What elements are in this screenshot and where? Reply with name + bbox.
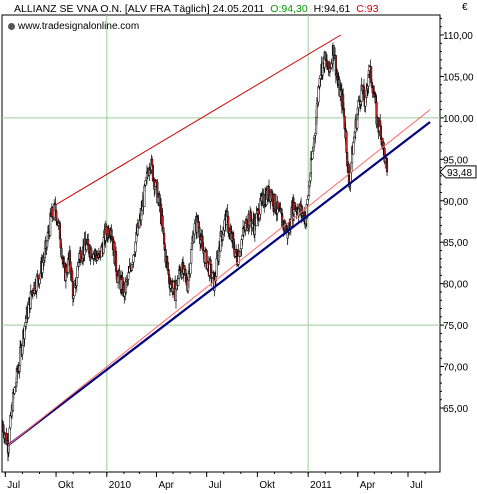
- x-tick-label: Okt: [259, 480, 275, 491]
- watermark-icon: [8, 22, 15, 30]
- y-tick-label: 80,00: [443, 280, 468, 291]
- high-price-label: H:94,61: [313, 3, 351, 15]
- candle: [13, 387, 16, 394]
- trendline-inner[interactable]: [7, 109, 431, 446]
- x-tick-label: Okt: [58, 480, 74, 491]
- candle: [161, 215, 164, 228]
- x-tick-label: 2011: [310, 480, 332, 491]
- candle: [221, 233, 225, 241]
- watermark: www.tradesignalonline.com: [8, 21, 139, 32]
- chart-title: ALLIANZ SE VNA O.N. [ALV FRA Täglich] 24…: [14, 3, 265, 15]
- candle: [115, 251, 118, 272]
- last-price-label: 93,48: [447, 168, 472, 179]
- candle: [274, 194, 277, 212]
- open-price-label: O:94,30: [270, 3, 308, 15]
- candle: [342, 108, 345, 117]
- currency-label: €: [462, 2, 468, 13]
- candle: [25, 318, 28, 323]
- trendline-lower[interactable]: [7, 121, 431, 447]
- y-tick-label: 90,00: [443, 197, 468, 208]
- trendline-upper[interactable]: [55, 34, 341, 206]
- y-tick-label: 100,00: [443, 114, 474, 125]
- candle: [8, 427, 11, 445]
- x-tick-label: 2010: [109, 480, 132, 491]
- candle: [127, 272, 130, 280]
- x-tick-label: Jul: [410, 480, 423, 491]
- y-tick-label: 85,00: [443, 238, 468, 249]
- candle: [75, 277, 78, 287]
- last-price-marker: [439, 165, 477, 179]
- candle: [111, 235, 114, 240]
- close-price-label: C:93: [356, 3, 379, 15]
- x-tick-label: Apr: [158, 480, 174, 491]
- x-tick-label: Apr: [360, 480, 376, 491]
- candle: [353, 136, 356, 143]
- candle: [332, 45, 335, 56]
- y-tick-label: 75,00: [443, 321, 468, 332]
- y-tick-label: 65,00: [443, 404, 468, 415]
- chart-header: ALLIANZ SE VNA O.N. [ALV FRA Täglich] 24…: [0, 0, 440, 18]
- candle: [385, 162, 389, 173]
- watermark-text: www.tradesignalonline.com: [18, 21, 140, 32]
- candle: [189, 262, 192, 275]
- x-tick-label: Jul: [7, 480, 20, 491]
- candle: [190, 249, 193, 264]
- y-tick-label: 110,00: [443, 31, 473, 42]
- x-tick-label: Jul: [209, 480, 222, 491]
- y-tick-label: 95,00: [443, 155, 468, 166]
- y-tick-label: 105,00: [443, 72, 474, 83]
- y-tick-label: 70,00: [443, 363, 468, 374]
